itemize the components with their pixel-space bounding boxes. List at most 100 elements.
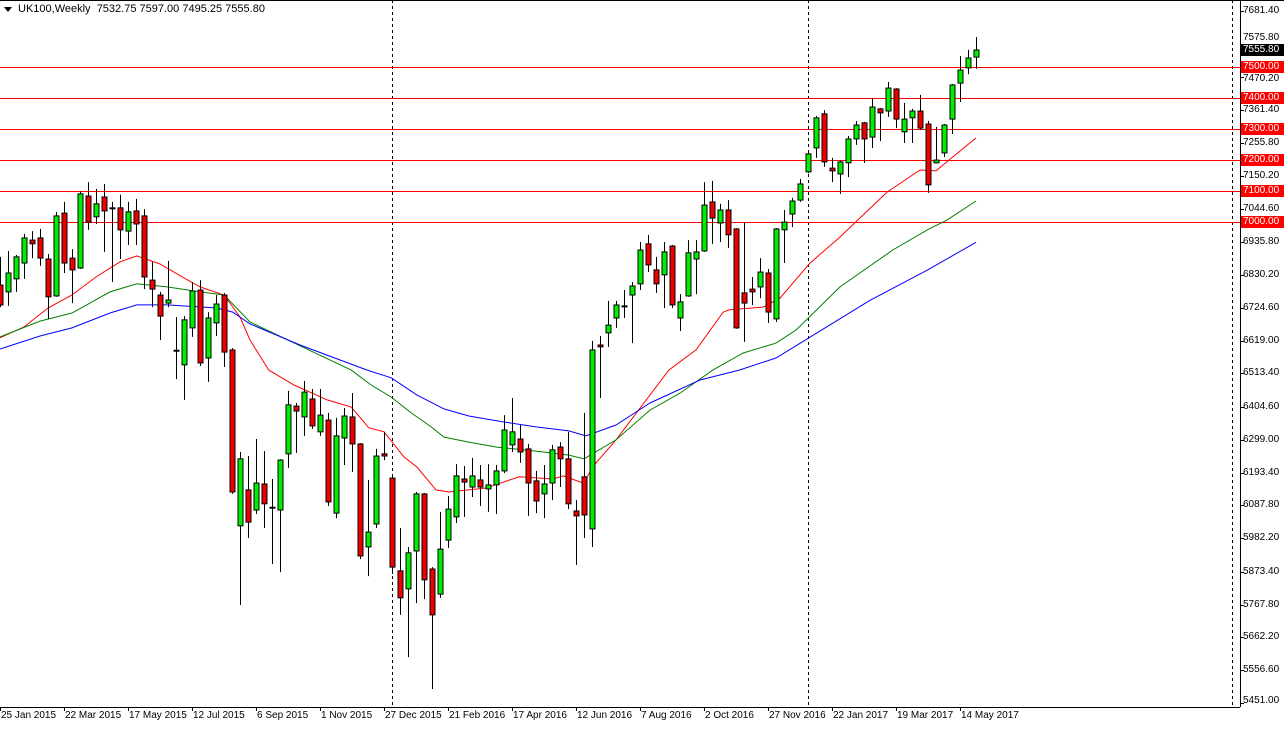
candle-body [261,483,268,505]
candle-body [549,449,556,484]
candle-body [741,292,748,304]
candle-body [893,88,900,120]
candle-body [277,459,284,511]
candle-body [973,49,980,58]
level-price-tag: 7100.00 [1241,185,1284,197]
ma-fast-line [0,137,977,493]
date-tick-label: 27 Dec 2015 [385,710,442,721]
price-tick-label: 6299.00 [1243,434,1280,445]
level-price-tag: 7300.00 [1241,123,1284,135]
candle-body [781,221,788,231]
candle-body [53,215,60,297]
candle-body [901,118,908,133]
candle-body [501,429,508,472]
candle-body [773,228,780,320]
candle-body [909,110,916,119]
ma-mid-line [0,200,977,460]
candle-body [589,349,596,530]
date-tick-label: 2 Oct 2016 [705,710,754,721]
candle-body [565,458,572,505]
candle-body [637,249,644,285]
candle-body [141,215,148,278]
candle-body [237,458,244,527]
candle-body [341,415,348,439]
price-tick-label: 5982.20 [1243,532,1280,543]
candle-body [733,228,740,329]
candle-body [805,153,812,173]
price-tick-label: 6193.40 [1243,467,1280,478]
open-value: 7532.75 [96,3,137,15]
candle-body [693,251,700,260]
candle-body [925,123,932,186]
candle-body [949,84,956,120]
candle-body [461,478,468,483]
price-tick-label: 6087.80 [1243,499,1280,510]
candle-body [69,257,76,271]
price-tick-label: 7361.40 [1243,104,1280,115]
candle-body [133,210,140,225]
price-tick-label: 7575.80 [1243,32,1280,43]
date-tick-label: 19 Mar 2017 [897,710,954,721]
candle-body [221,294,228,353]
candle-body [157,294,164,317]
candle-body [677,301,684,319]
candle-body [573,510,580,517]
candle-body [669,245,676,306]
candle-body [0,284,4,306]
candle-body [29,239,36,245]
candle-body [253,482,260,511]
candle-body [829,167,836,172]
price-tick-label: 6724.60 [1243,302,1280,313]
price-tick-label: 7681.40 [1243,5,1280,16]
candle-body [837,161,844,175]
date-tick-label: 17 May 2015 [129,710,187,721]
candle-body [189,290,196,329]
candle-body [877,108,884,114]
candle-body [717,209,724,224]
dropdown-triangle-icon[interactable] [4,6,12,12]
candle-body [661,251,668,276]
candle-body [293,405,300,412]
candle-body [517,438,524,453]
candle-body [453,475,460,518]
candle-body [5,272,12,293]
price-tick-label: 5767.80 [1243,599,1280,610]
candle-body [269,506,276,509]
candle-body [365,531,372,548]
high-value: 7597.00 [139,3,180,15]
candle-body [813,117,820,149]
candle-body [397,570,404,599]
candle-body [797,183,804,201]
price-tick-label: 7470.20 [1243,73,1280,84]
close-value: 7555.80 [225,3,265,15]
low-value: 7495.25 [182,3,223,15]
candle-body [821,113,828,163]
price-tick-label: 6404.60 [1243,401,1280,412]
candle-body [757,271,764,288]
candle-body [429,568,436,616]
candle-body [149,279,156,290]
candle-body [13,256,20,280]
price-tick-label: 6619.00 [1243,335,1280,346]
candle-body [469,475,476,488]
candle-body [101,196,108,212]
candle-body [333,435,340,514]
candle-body [165,299,172,304]
date-tick-label: 25 Jan 2015 [1,710,57,721]
candle-body [125,211,132,232]
candle-body [725,209,732,236]
current-price-tag: 7555.80 [1241,44,1284,56]
candle-body [349,416,356,445]
price-tick-label: 6513.40 [1243,367,1280,378]
candle-body [605,324,612,334]
candle-body [581,476,588,516]
candle-body [477,479,484,488]
candle-body [77,193,84,269]
candle-body [61,212,68,264]
candle-body [645,243,652,266]
date-tick-label: 14 May 2017 [961,710,1019,721]
candle-body [445,508,452,541]
candle-body [533,480,540,502]
price-tick-label: 7150.20 [1243,170,1280,181]
